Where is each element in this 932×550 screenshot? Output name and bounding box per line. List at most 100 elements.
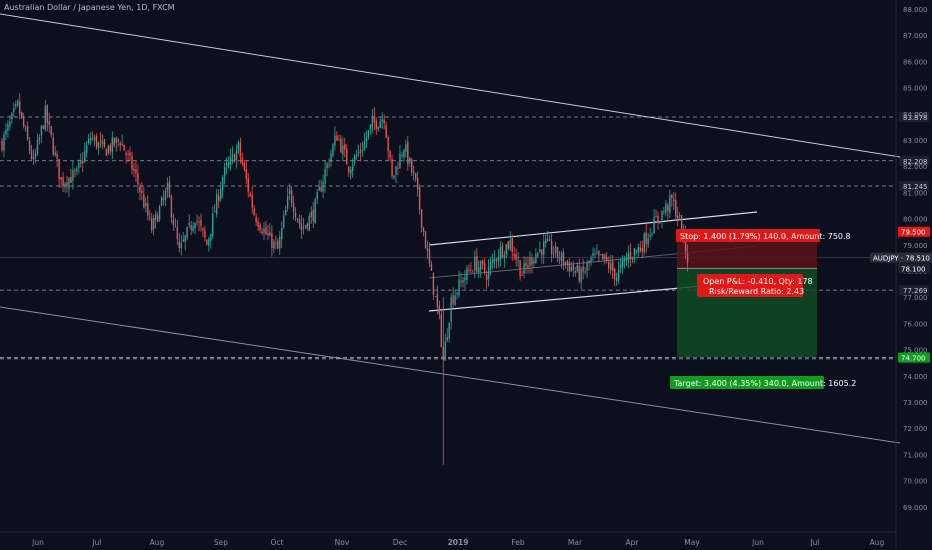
risk-reward-label: Risk/Reward Ratio: 2.43 [709,287,804,296]
candle-body [621,259,624,267]
candle-body [235,150,238,161]
candle-body [432,272,435,295]
level-tag-box [899,111,929,122]
candle-body [515,254,517,260]
x-tick-label: Mar [568,538,583,547]
candle-body [304,225,307,227]
candle-body [442,346,444,360]
y-tick-label: 74.000 [903,373,928,381]
level-tag-box [899,180,929,191]
y-tick-label: 85.000 [903,85,928,93]
price-tag: 78.100 [901,265,926,273]
candle-body [499,247,502,260]
candle-body [641,248,643,252]
price-tag: AUDJPY · 78.510 [873,255,930,263]
candle-body [271,233,273,249]
candle-body [82,160,84,164]
candle-body [521,275,523,276]
candle-body [229,156,232,165]
candle-body [298,219,301,225]
candle-body [259,224,261,231]
candle-body [218,196,220,202]
candle-body [56,153,58,159]
candle-body [647,238,649,245]
candle-body [141,190,143,194]
candle-body [448,322,450,339]
candle-body [42,126,45,129]
candle-body [369,124,372,130]
candle-body [336,135,338,141]
candle-body [198,221,200,223]
candle-body [265,227,267,235]
chart-title: Australian Dollar / Japanese Yen, 1D, FX… [4,3,175,12]
candle-body [673,199,675,202]
candle-body [95,136,98,148]
candle-body [326,163,328,169]
candle-body [273,241,275,249]
candle-body [460,280,462,282]
candle-body [639,247,641,251]
candle-body [334,135,336,146]
candle-body [78,162,80,168]
candle-body [663,211,665,213]
candle-body [101,141,104,145]
y-tick-label: 70.000 [903,478,928,486]
candle-body [137,173,139,185]
stop-label: Stop: 1.400 (1.79%) 140.0, Amount: 750.8 [680,232,851,241]
lower-trendline[interactable] [0,306,901,444]
candle-body [659,221,661,223]
candle-body [288,188,291,195]
candle-body [80,159,82,164]
candle-body [19,101,21,115]
candle-body [480,261,482,270]
candle-body [344,144,346,150]
candle-body [415,173,417,180]
candle-body [17,100,19,105]
candle-body [263,229,265,233]
candle-body [430,264,433,271]
candle-body [458,279,460,296]
candle-body [483,263,486,273]
candle-body [677,215,679,219]
candle-body [168,181,171,198]
candle-body [602,253,604,260]
level-tag: 83.878 [903,114,928,122]
candle-body [200,220,202,227]
candle-body [351,164,354,171]
candle-body [395,166,397,175]
channel-top-line[interactable] [428,211,758,246]
candle-body [529,257,531,266]
upper-trendline[interactable] [0,13,901,158]
y-tick-label: 81.000 [903,189,928,197]
candle-body [643,233,645,253]
candle-body [627,253,630,260]
candle-body [302,227,305,229]
candle-body [434,296,437,297]
candle-body [633,248,636,256]
candle-body [182,239,184,241]
candle-body [74,170,76,172]
candle-body [233,155,236,163]
candle-body [438,305,441,314]
candle-body [251,195,253,208]
candle-body [310,211,312,217]
candle-body [588,260,590,263]
candle-body [645,232,647,245]
candle-body [440,314,443,348]
candle-body [586,263,588,271]
candle-body [574,271,576,273]
candle-body [428,249,431,264]
candle-body [625,258,628,261]
candle-body [550,240,553,255]
candle-body [227,162,230,166]
candle-body [655,216,657,218]
time-scale[interactable]: Jun Jul Aug Sep Oct Nov Dec 2019 Feb Mar Apr May Jun… [31,538,884,547]
candle-body [107,146,110,154]
candle-body [576,265,578,272]
candle-body [210,233,212,241]
candle-body [1,140,3,151]
y-tick-label: 87.000 [903,32,928,40]
price-tags: AUDJPY · 78.510 79.500 78.100 74.700 [870,226,932,363]
candle-body [58,158,60,180]
